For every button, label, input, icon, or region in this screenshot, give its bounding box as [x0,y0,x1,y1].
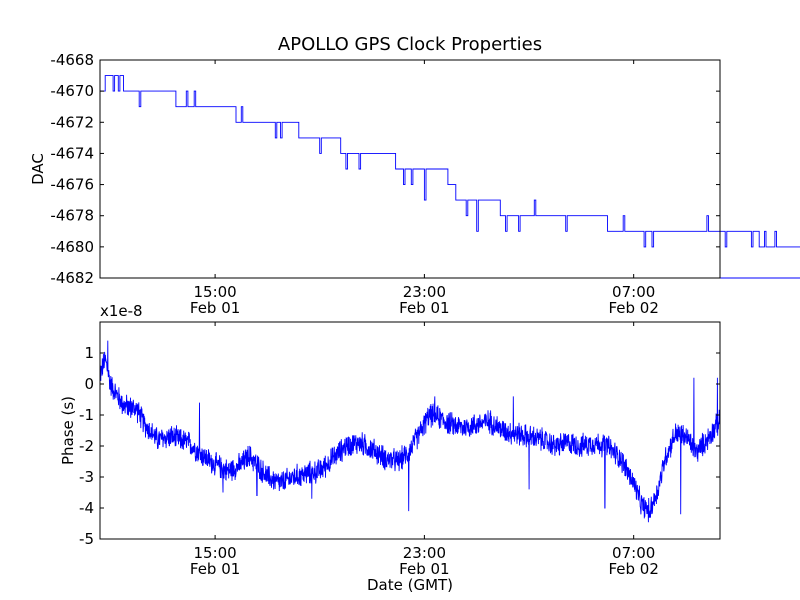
phase-x-tick-date: Feb 01 [190,560,240,578]
phase-y-tick-label: 0 [84,375,94,393]
phase-series-line [99,340,721,523]
dac-x-tick-time: 15:00 [193,283,236,301]
dac-y-tick-label: -4674 [50,144,94,162]
dac-x-tick-date: Feb 02 [608,299,658,317]
chart-title: APOLLO GPS Clock Properties [278,34,542,55]
dac-y-tick-label: -4670 [50,82,94,100]
dac-y-tick-label: -4668 [50,51,94,69]
phase-x-tick-time: 15:00 [193,544,236,562]
dac-x-tick-time: 07:00 [612,283,655,301]
phase-y-tick-label: -5 [79,530,94,548]
phase-x-tick-time: 23:00 [403,544,446,562]
dac-series-line-group [100,75,800,279]
phase-x-tick-time: 07:00 [612,544,655,562]
dac-y-axis: -4682 -4680 -4678 -4676 -4674 -4672 -4670 -4668 [50,51,720,287]
dac-x-tick-time: 23:00 [403,283,446,301]
dac-axes-frame [99,59,721,279]
phase-y-tick-label: 1 [84,344,94,362]
phase-y-tick-label: -1 [79,406,94,424]
phase-x-axis-label: Date (GMT) [367,576,453,594]
phase-x-tick-date: Feb 02 [608,560,658,578]
dac-y-tick-label: -4676 [50,176,94,194]
dac-panel: -4682 -4680 -4678 -4676 -4674 -4672 -4670 -4668… [29,51,800,317]
dac-y-axis-label: DAC [29,153,47,185]
phase-series-line-group [99,340,721,523]
phase-y-axis-label: Phase (s) [59,396,77,465]
phase-y-tick-label: -3 [79,468,94,486]
dac-y-tick-label: -4682 [50,269,94,287]
phase-y-axis: -5 -4 -3 -2 -1 0 1 [79,344,720,548]
dac-y-tick-label: -4678 [50,207,94,225]
dac-y-tick-label: -4672 [50,113,94,131]
phase-y-tick-label: -2 [79,437,94,455]
dac-y-tick-label: -4680 [50,238,94,256]
phase-y-tick-label: -4 [79,499,94,517]
phase-x-tick-date: Feb 01 [399,560,449,578]
dac-series-line [100,75,800,279]
phase-offset-label: x1e-8 [100,302,143,320]
dac-x-tick-date: Feb 01 [399,299,449,317]
phase-axes-frame [99,321,721,540]
dac-x-tick-date: Feb 01 [190,299,240,317]
